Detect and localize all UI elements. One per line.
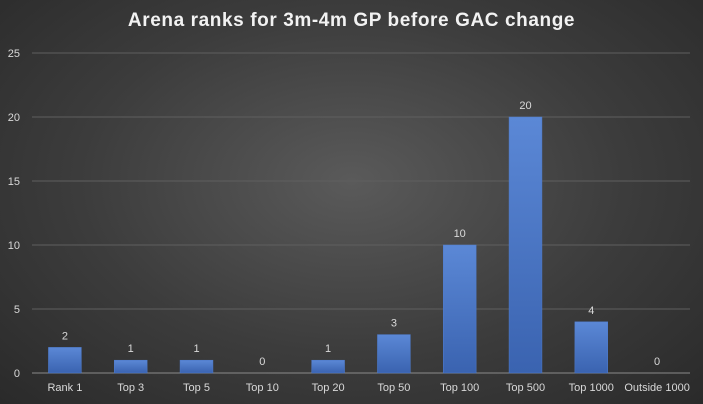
data-label: 4 [588,305,594,317]
data-label: 1 [128,343,134,355]
x-tick-label: Rank 1 [47,382,82,394]
bar [179,359,214,374]
y-tick-label: 20 [8,112,20,124]
y-tick-label: 25 [8,48,20,60]
data-label: 0 [654,356,660,368]
bar [443,244,477,374]
data-label: 1 [325,343,331,355]
x-tick-label: Top 3 [117,382,144,394]
data-label: 0 [259,356,265,368]
y-tick-label: 0 [14,368,20,380]
data-label: 1 [193,343,199,355]
data-label: 3 [391,318,397,330]
bar [574,321,608,374]
bar [508,116,543,374]
x-tick-label: Outside 1000 [624,382,689,394]
x-tick-label: Top 5 [183,382,210,394]
chart-title: Arena ranks for 3m-4m GP before GAC chan… [127,10,576,31]
x-tick-label: Top 500 [506,382,545,394]
bar [377,334,411,374]
x-tick-label: Top 20 [312,382,345,394]
y-tick-label: 10 [8,240,20,252]
x-tick-label: Top 100 [440,382,479,394]
x-tick-label: Top 1000 [569,382,614,394]
bar [114,359,148,374]
y-tick-label: 5 [14,304,20,316]
data-label: 10 [454,228,466,240]
x-tick-label: Top 10 [246,382,279,394]
data-label: 2 [62,330,68,342]
data-label: 20 [519,100,531,112]
bar [311,359,345,374]
x-tick-label: Top 50 [377,382,410,394]
bar [48,347,82,374]
y-tick-label: 15 [8,176,20,188]
